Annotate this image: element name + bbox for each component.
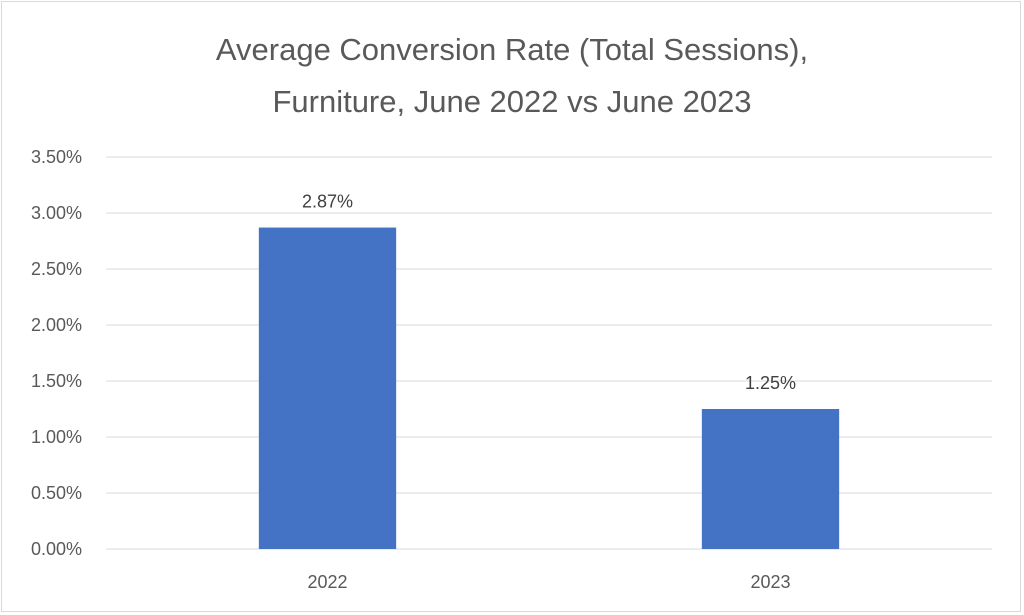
y-tick-label: 1.00% [31,427,82,447]
y-tick-label: 1.50% [31,371,82,391]
y-tick-label: 2.50% [31,259,82,279]
y-tick-label: 2.00% [31,315,82,335]
data-label: 1.25% [745,373,796,393]
y-tick-label: 3.00% [31,203,82,223]
y-tick-label: 0.50% [31,483,82,503]
bar [701,409,840,549]
x-tick-label: 2023 [750,572,790,592]
x-tick-label: 2022 [307,572,347,592]
y-tick-label: 3.50% [31,147,82,167]
y-tick-label: 0.00% [31,539,82,559]
chart-title-line-2: Furniture, June 2022 vs June 2023 [272,84,752,119]
data-label: 2.87% [302,192,353,212]
bar [258,227,397,549]
chart-title-line-1: Average Conversion Rate (Total Sessions)… [215,32,809,67]
